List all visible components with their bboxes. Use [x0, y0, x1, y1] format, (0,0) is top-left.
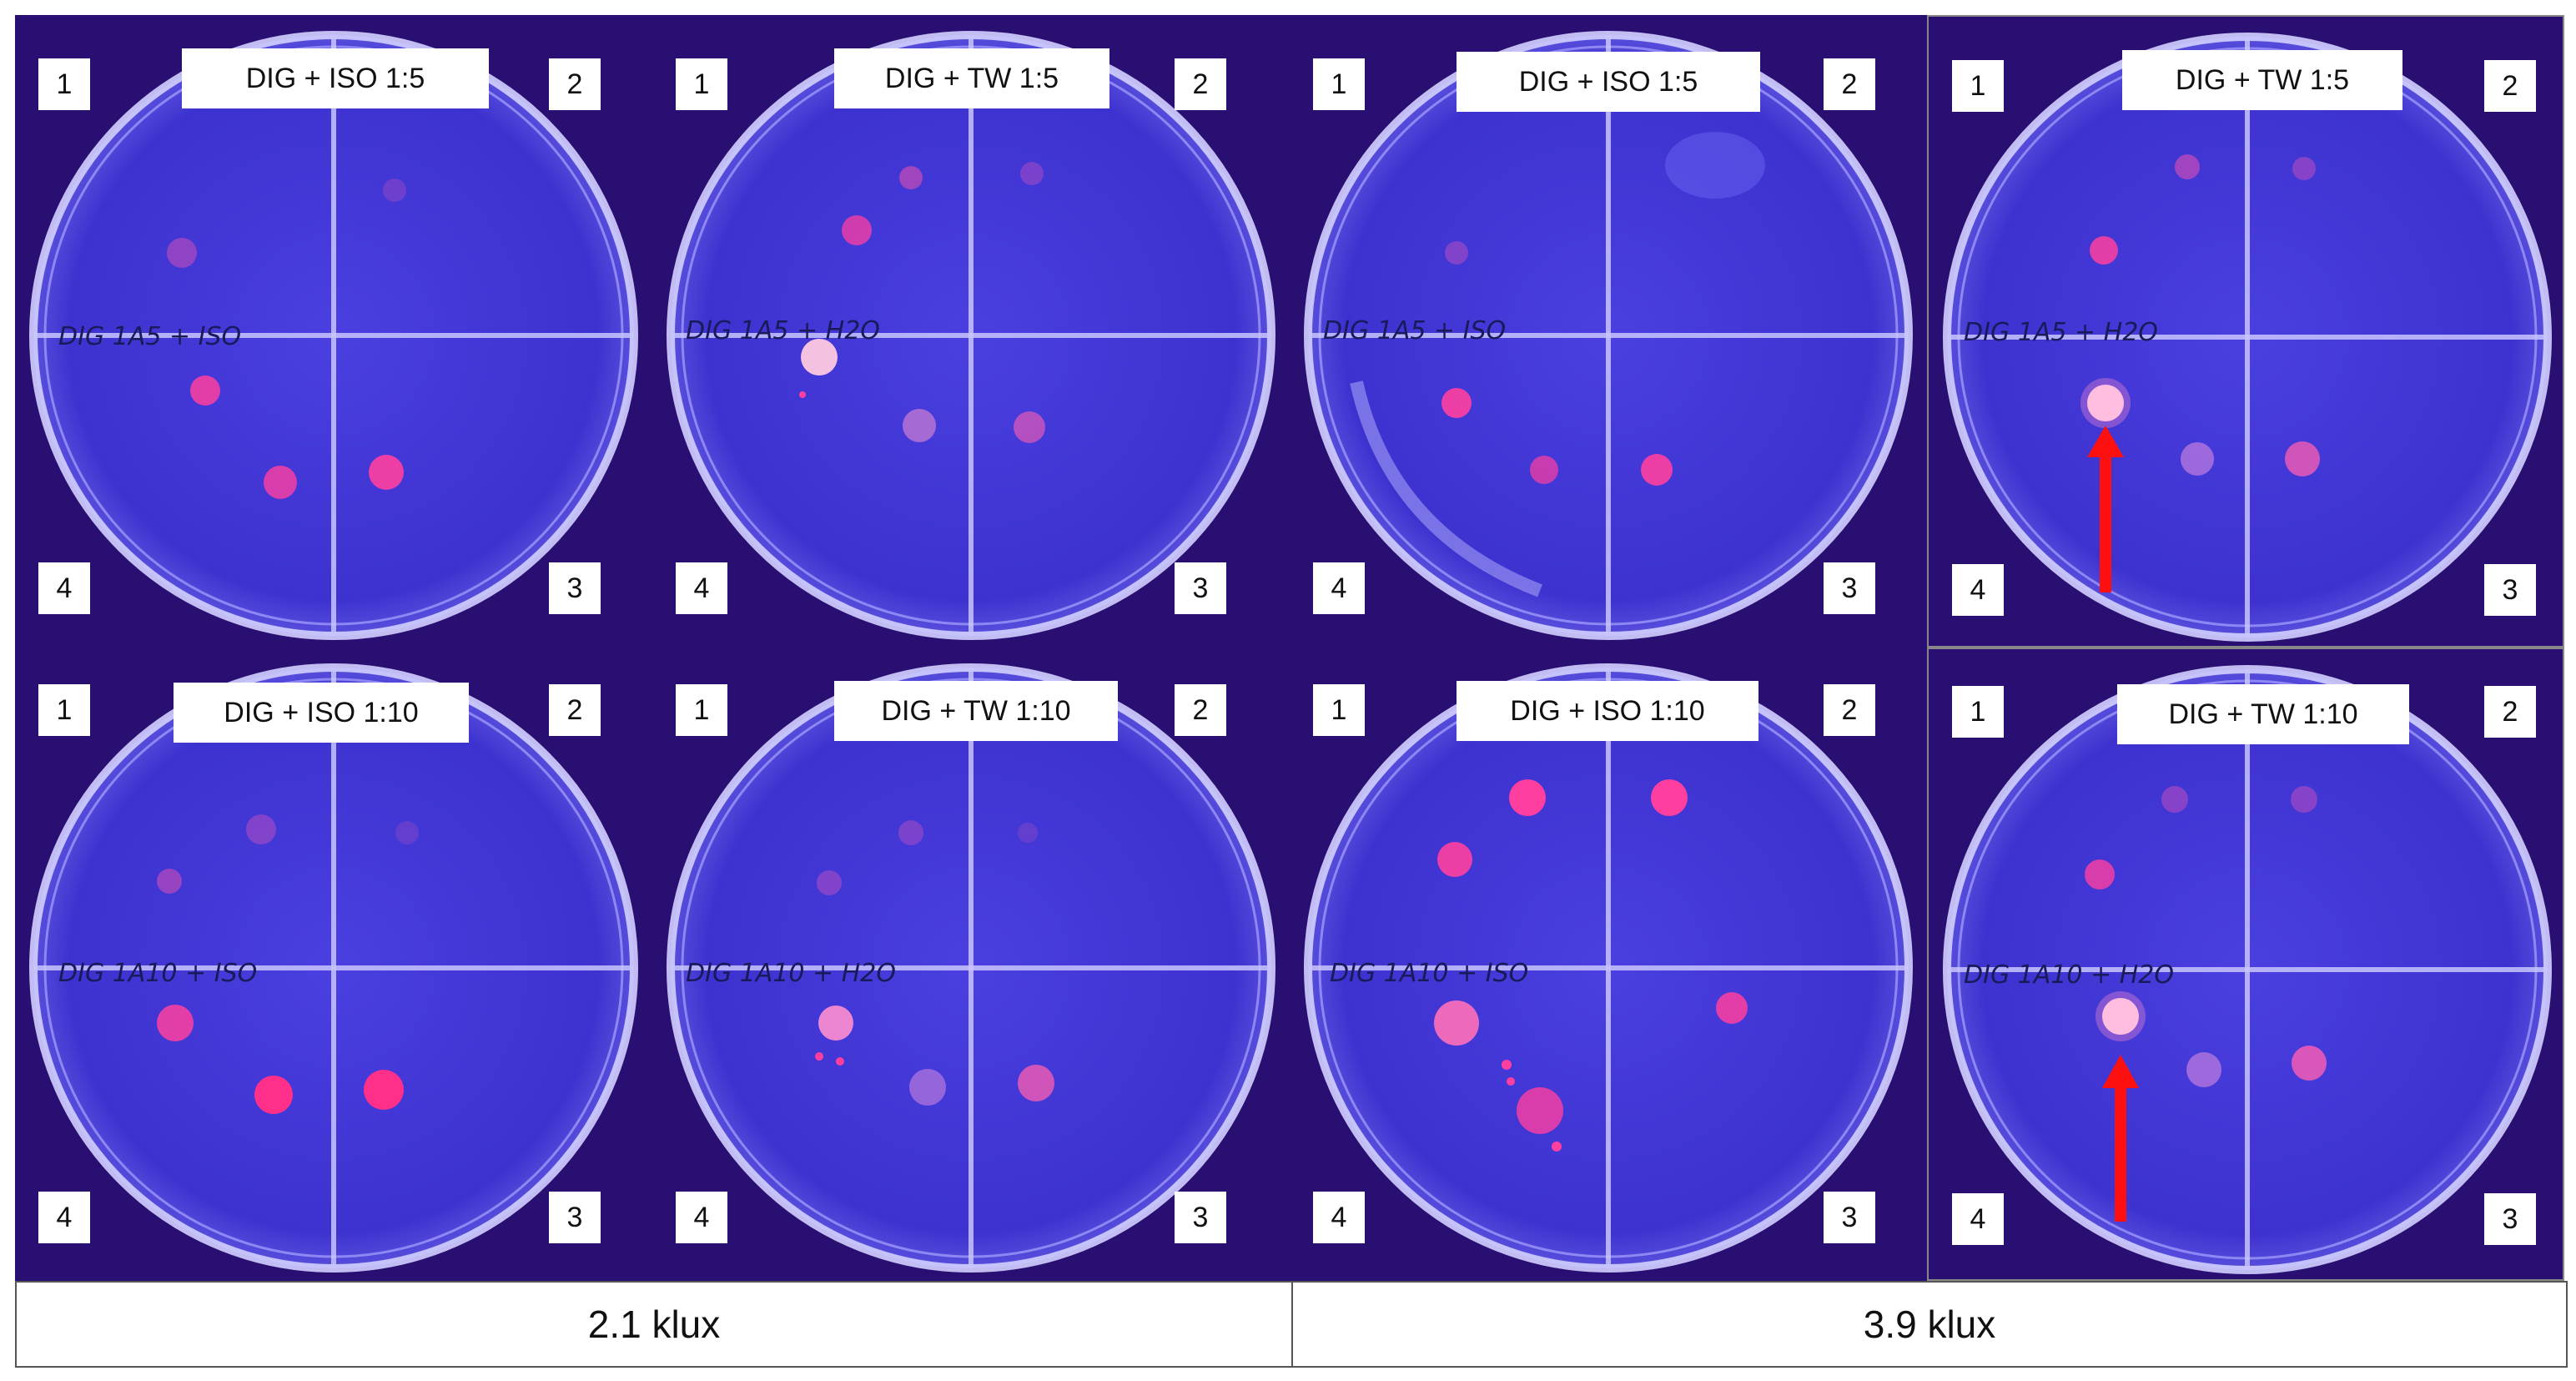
quadrant-number-3: 3	[2484, 564, 2536, 616]
quadrant-number-2: 2	[2484, 686, 2536, 738]
quadrant-number-1: 1	[676, 58, 727, 110]
handwritten-label: DIG 1A5 + ISO	[58, 322, 241, 351]
quadrant-number-1: 1	[1952, 686, 2004, 738]
panel-title: DIG + ISO 1:5	[1457, 52, 1760, 112]
petri-dish-image: DIG 1A10 + ISO	[1304, 663, 1913, 1273]
quadrant-number-4: 4	[1952, 1193, 2004, 1245]
handwritten-label: DIG 1A10 + H2O	[1964, 960, 2174, 990]
quadrant-number-4: 4	[38, 562, 90, 614]
quadrant-number-4: 4	[676, 562, 727, 614]
quadrant-number-2: 2	[1175, 58, 1226, 110]
quadrant-number-2: 2	[549, 58, 601, 110]
petri-panel-3.9klux-tw-1-10: DIG 1A10 + H2O DIG + TW 1:10 1 2 3 4	[1927, 648, 2564, 1281]
petri-dish-image: DIG 1A5 + ISO	[29, 31, 638, 640]
footer-divider	[1291, 1283, 1293, 1366]
petri-dish-image: DIG 1A10 + H2O	[667, 663, 1275, 1273]
quadrant-number-3: 3	[1175, 562, 1226, 614]
handwritten-label: DIG 1A5 + H2O	[1964, 318, 2158, 347]
petri-panel-2.1klux-tw-1-10: DIG 1A10 + H2O DIG + TW 1:10 1 2 3 4	[652, 648, 1290, 1281]
quadrant-number-3: 3	[549, 1192, 601, 1243]
quadrant-number-4: 4	[676, 1192, 727, 1243]
panel-title: DIG + ISO 1:10	[1457, 681, 1758, 741]
quadrant-number-1: 1	[38, 684, 90, 736]
light-intensity-footer: 2.1 klux 3.9 klux	[15, 1281, 2568, 1368]
handwritten-label: DIG 1A5 + ISO	[1323, 316, 1506, 345]
panel-title: DIG + TW 1:10	[834, 681, 1118, 741]
quadrant-number-3: 3	[1824, 1192, 1875, 1243]
panel-title: DIG + ISO 1:5	[182, 48, 489, 108]
quadrant-number-4: 4	[1313, 1192, 1365, 1243]
petri-panel-3.9klux-iso-1-10: DIG 1A10 + ISO DIG + ISO 1:10 1 2 3 4	[1290, 648, 1927, 1281]
petri-panel-2.1klux-tw-1-5: DIG 1A5 + H2O DIG + TW 1:5 1 2 3 4	[652, 15, 1290, 648]
footer-label-left: 2.1 klux	[587, 1303, 721, 1346]
footer-label-right: 3.9 klux	[1863, 1303, 1996, 1346]
petri-dish-image: DIG 1A5 + H2O	[667, 31, 1275, 640]
quadrant-number-2: 2	[549, 684, 601, 736]
handwritten-label: DIG 1A10 + ISO	[58, 959, 257, 988]
red-arrow-head	[2087, 426, 2124, 457]
quadrant-number-2: 2	[2484, 60, 2536, 112]
quadrant-number-4: 4	[1952, 564, 2004, 616]
quadrant-number-1: 1	[38, 58, 90, 110]
panel-title: DIG + TW 1:5	[2122, 50, 2402, 110]
quadrant-number-3: 3	[549, 562, 601, 614]
panel-title: DIG + TW 1:5	[834, 48, 1109, 108]
quadrant-number-3: 3	[1824, 562, 1875, 614]
panel-title: DIG + TW 1:10	[2117, 684, 2409, 744]
handwritten-label: DIG 1A10 + ISO	[1330, 959, 1528, 988]
quadrant-number-1: 1	[1952, 60, 2004, 112]
quadrant-number-3: 3	[2484, 1193, 2536, 1245]
panel-title: DIG + ISO 1:10	[174, 683, 469, 743]
quadrant-number-2: 2	[1824, 684, 1875, 736]
petri-panel-3.9klux-iso-1-5: DIG 1A5 + ISO DIG + ISO 1:5 1 2 3 4	[1290, 15, 1927, 648]
quadrant-number-1: 1	[1313, 58, 1365, 110]
quadrant-number-2: 2	[1175, 684, 1226, 736]
petri-panel-2.1klux-iso-1-5: DIG 1A5 + ISO DIG + ISO 1:5 1 2 3 4	[15, 15, 652, 648]
quadrant-number-4: 4	[38, 1192, 90, 1243]
quadrant-number-1: 1	[676, 684, 727, 736]
handwritten-label: DIG 1A10 + H2O	[686, 959, 896, 988]
quadrant-number-4: 4	[1313, 562, 1365, 614]
red-arrow-head	[2102, 1055, 2139, 1088]
handwritten-label: DIG 1A5 + H2O	[686, 316, 880, 345]
petri-panel-3.9klux-tw-1-5: DIG 1A5 + H2O DIG + TW 1:5 1 2 3 4	[1927, 15, 2564, 648]
quadrant-number-3: 3	[1175, 1192, 1226, 1243]
quadrant-number-2: 2	[1824, 58, 1875, 110]
petri-dish-image: DIG 1A10 + ISO	[29, 663, 638, 1273]
petri-panel-2.1klux-iso-1-10: DIG 1A10 + ISO DIG + ISO 1:10 1 2 3 4	[15, 648, 652, 1281]
quadrant-number-1: 1	[1313, 684, 1365, 736]
petri-dish-image: DIG 1A5 + ISO	[1304, 31, 1913, 640]
petri-dish-image: DIG 1A5 + H2O	[1943, 33, 2552, 642]
petri-dish-image: DIG 1A10 + H2O	[1943, 665, 2552, 1274]
